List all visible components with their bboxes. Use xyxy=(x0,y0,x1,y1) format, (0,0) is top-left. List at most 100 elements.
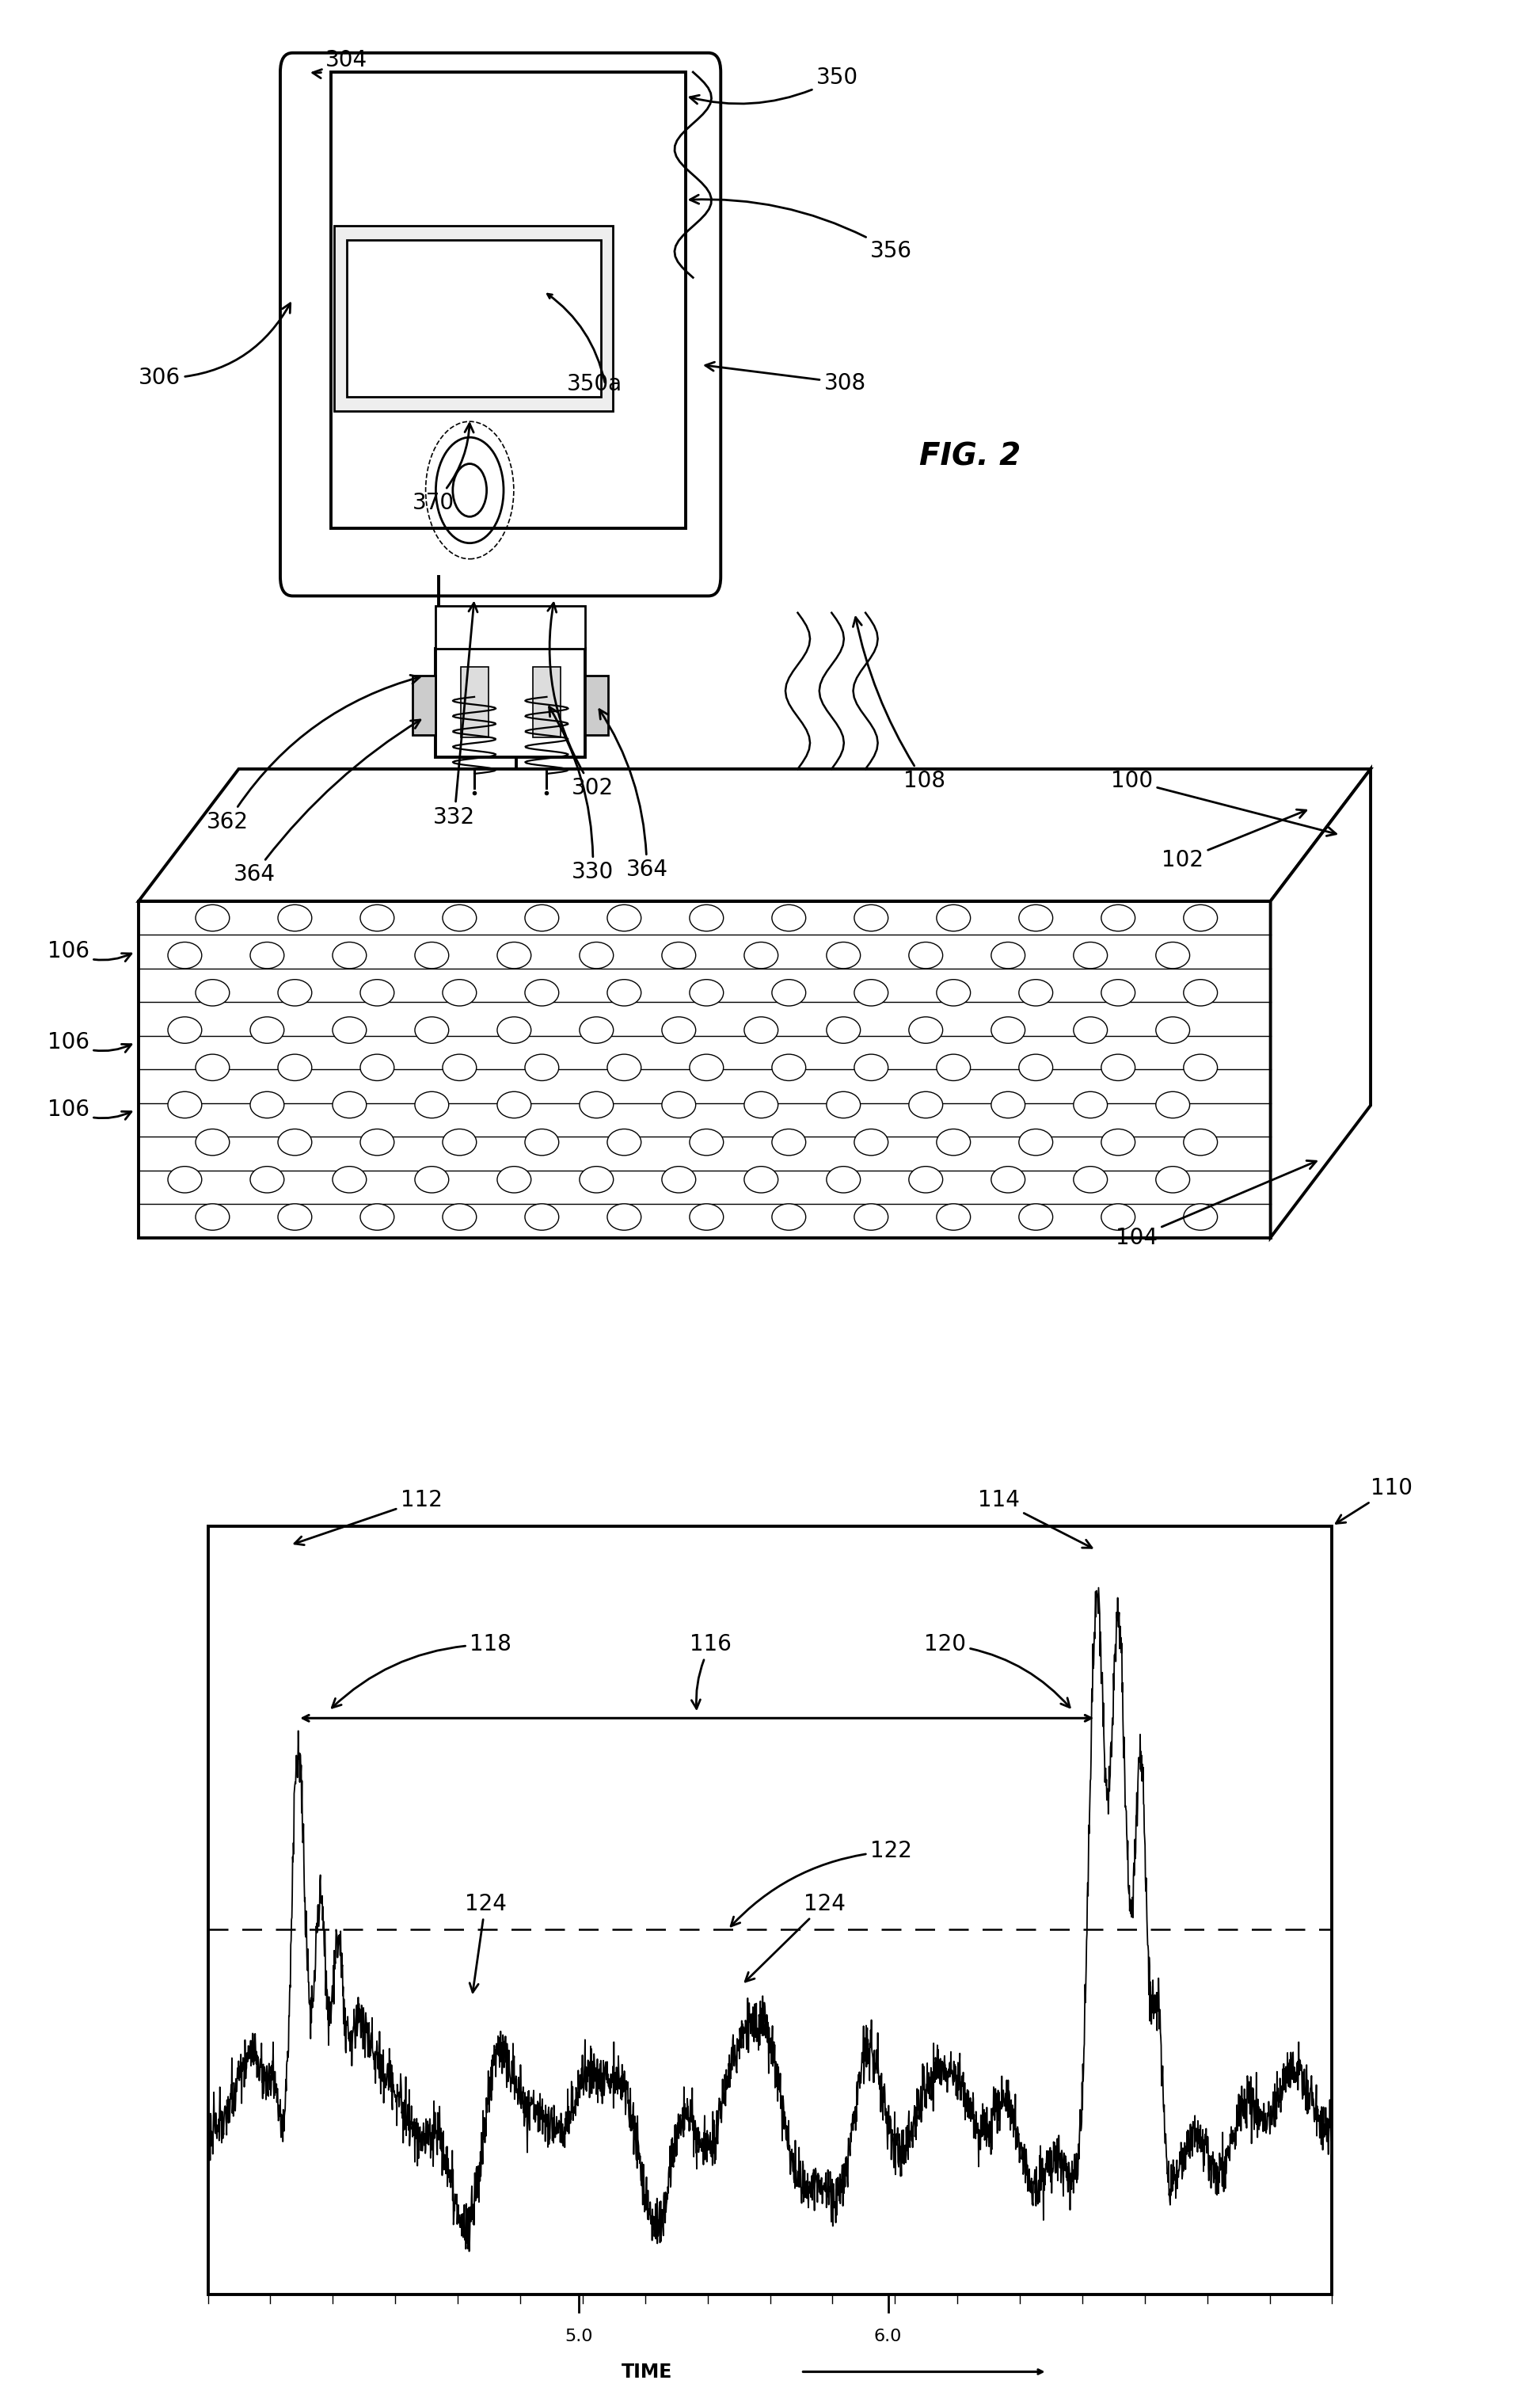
Ellipse shape xyxy=(1073,1016,1107,1043)
Ellipse shape xyxy=(414,1016,448,1043)
Ellipse shape xyxy=(1184,1204,1218,1230)
Ellipse shape xyxy=(196,1204,229,1230)
Ellipse shape xyxy=(1157,1165,1190,1192)
Ellipse shape xyxy=(196,980,229,1007)
Bar xyxy=(436,606,585,649)
Ellipse shape xyxy=(1101,1204,1135,1230)
Ellipse shape xyxy=(607,980,641,1007)
Polygon shape xyxy=(139,901,1270,1238)
Text: 120: 120 xyxy=(924,1634,1070,1709)
Text: 364: 364 xyxy=(599,709,668,882)
Text: 332: 332 xyxy=(433,603,477,829)
Ellipse shape xyxy=(442,980,476,1007)
Text: 106: 106 xyxy=(48,940,131,964)
Text: 104: 104 xyxy=(1115,1161,1317,1250)
Text: 108: 108 xyxy=(853,618,946,793)
Ellipse shape xyxy=(827,1165,861,1192)
Ellipse shape xyxy=(690,1204,724,1230)
Ellipse shape xyxy=(1073,1091,1107,1117)
Bar xyxy=(208,1526,1332,2295)
Text: 306: 306 xyxy=(139,303,291,389)
Bar xyxy=(331,72,685,529)
Ellipse shape xyxy=(277,980,311,1007)
Ellipse shape xyxy=(333,1016,367,1043)
Ellipse shape xyxy=(855,1204,889,1230)
Ellipse shape xyxy=(744,1016,778,1043)
FancyBboxPatch shape xyxy=(280,53,721,596)
Ellipse shape xyxy=(442,1204,476,1230)
Ellipse shape xyxy=(525,1129,559,1156)
Ellipse shape xyxy=(249,1091,283,1117)
Text: FIG. 2: FIG. 2 xyxy=(919,442,1021,471)
Ellipse shape xyxy=(333,1165,367,1192)
Polygon shape xyxy=(1270,769,1371,1238)
Ellipse shape xyxy=(360,906,394,932)
Text: 118: 118 xyxy=(333,1634,511,1709)
Ellipse shape xyxy=(662,942,696,968)
Ellipse shape xyxy=(772,1055,805,1081)
Ellipse shape xyxy=(690,906,724,932)
Ellipse shape xyxy=(333,1091,367,1117)
Ellipse shape xyxy=(1157,1016,1190,1043)
Text: 370: 370 xyxy=(413,423,474,514)
Ellipse shape xyxy=(196,1129,229,1156)
Ellipse shape xyxy=(168,1016,202,1043)
Ellipse shape xyxy=(525,906,559,932)
Ellipse shape xyxy=(277,1129,311,1156)
Ellipse shape xyxy=(936,1204,970,1230)
Ellipse shape xyxy=(579,1016,613,1043)
Ellipse shape xyxy=(497,1165,531,1192)
Ellipse shape xyxy=(992,1091,1026,1117)
Ellipse shape xyxy=(772,1204,805,1230)
Text: 302: 302 xyxy=(548,603,614,800)
Ellipse shape xyxy=(1101,1055,1135,1081)
Ellipse shape xyxy=(525,980,559,1007)
Ellipse shape xyxy=(1184,980,1218,1007)
Ellipse shape xyxy=(690,1129,724,1156)
Ellipse shape xyxy=(579,1165,613,1192)
Bar xyxy=(346,240,601,396)
Text: 100: 100 xyxy=(1110,769,1337,836)
Text: 304: 304 xyxy=(313,48,368,79)
Ellipse shape xyxy=(1101,906,1135,932)
Ellipse shape xyxy=(772,980,805,1007)
Ellipse shape xyxy=(855,1129,889,1156)
Text: 110: 110 xyxy=(1337,1478,1412,1524)
Ellipse shape xyxy=(249,1165,283,1192)
Ellipse shape xyxy=(909,942,942,968)
Text: 122: 122 xyxy=(732,1841,912,1927)
Ellipse shape xyxy=(1019,1204,1053,1230)
Ellipse shape xyxy=(607,1129,641,1156)
Ellipse shape xyxy=(772,906,805,932)
Ellipse shape xyxy=(168,1091,202,1117)
Ellipse shape xyxy=(333,942,367,968)
Ellipse shape xyxy=(277,906,311,932)
Ellipse shape xyxy=(1019,906,1053,932)
Ellipse shape xyxy=(196,1055,229,1081)
Ellipse shape xyxy=(772,1129,805,1156)
Ellipse shape xyxy=(168,942,202,968)
Ellipse shape xyxy=(744,1091,778,1117)
Ellipse shape xyxy=(690,980,724,1007)
Ellipse shape xyxy=(1184,1055,1218,1081)
Ellipse shape xyxy=(662,1165,696,1192)
Ellipse shape xyxy=(936,1055,970,1081)
Ellipse shape xyxy=(249,942,283,968)
Text: 5.0: 5.0 xyxy=(565,2329,593,2345)
Text: 116: 116 xyxy=(690,1634,732,1709)
Text: TIME: TIME xyxy=(621,2362,673,2381)
Ellipse shape xyxy=(497,1016,531,1043)
Text: 350a: 350a xyxy=(567,372,622,396)
Ellipse shape xyxy=(360,1129,394,1156)
Ellipse shape xyxy=(579,1091,613,1117)
Ellipse shape xyxy=(909,1165,942,1192)
Ellipse shape xyxy=(414,1165,448,1192)
Ellipse shape xyxy=(579,942,613,968)
Bar xyxy=(460,668,488,738)
Ellipse shape xyxy=(992,942,1026,968)
Polygon shape xyxy=(139,769,1371,901)
Bar xyxy=(585,675,608,735)
Ellipse shape xyxy=(909,1016,942,1043)
Ellipse shape xyxy=(1073,942,1107,968)
Ellipse shape xyxy=(1073,1165,1107,1192)
